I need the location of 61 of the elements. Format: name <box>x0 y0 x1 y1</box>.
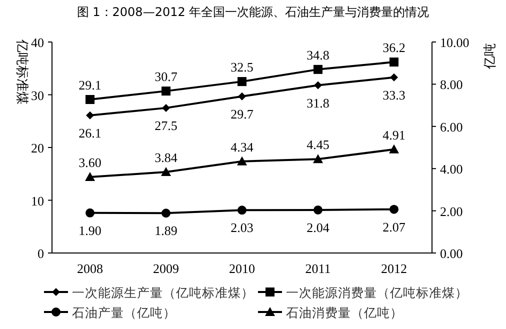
point <box>314 205 322 214</box>
chart-title: 图 1：2008—2012 年全国一次能源、石油生产量与消费量的情况 <box>76 5 430 19</box>
y-tick-label: 0 <box>38 246 44 261</box>
data-label: 34.8 <box>306 47 330 62</box>
data-label: 29.7 <box>230 106 254 122</box>
x-tick-label: 2011 <box>305 261 331 276</box>
data-label: 2.03 <box>230 220 254 236</box>
data-label: 26.1 <box>78 125 102 140</box>
data-label: 36.2 <box>382 40 406 56</box>
data-label: 3.84 <box>154 150 178 165</box>
point <box>237 156 247 166</box>
data-label: 30.7 <box>154 69 178 84</box>
point <box>390 204 398 214</box>
y-tick-label: 10 <box>31 193 44 208</box>
point <box>162 86 170 96</box>
data-label: 4.91 <box>382 127 406 142</box>
y2-tick-label: 4.00 <box>440 162 463 177</box>
point <box>161 166 171 176</box>
x-tick-label: 2009 <box>153 261 179 276</box>
y-tick-label: 20 <box>31 140 44 156</box>
point <box>238 206 246 215</box>
point <box>162 208 170 218</box>
y2-tick-label: 6.00 <box>440 119 463 134</box>
x-tick-label: 2010 <box>229 261 255 276</box>
data-label: 27.5 <box>154 118 178 133</box>
y2-tick-label: 10.00 <box>440 35 470 50</box>
x-tick-label: 2008 <box>77 261 103 276</box>
data-label: 29.1 <box>78 77 102 92</box>
point <box>86 95 94 104</box>
point <box>238 92 246 100</box>
data-label: 4.34 <box>230 139 254 154</box>
legend-label: 石油产量（亿吨） <box>72 305 176 320</box>
point <box>85 172 95 182</box>
y-axis-title: 亿吨标准煤 <box>14 38 29 104</box>
legend-label: 石油消费量（亿吨） <box>286 305 403 320</box>
data-label: 2.04 <box>306 220 330 235</box>
point <box>86 111 94 120</box>
data-label: 4.45 <box>306 137 330 152</box>
point <box>390 58 398 67</box>
y-tick-label: 30 <box>31 88 44 103</box>
point <box>238 77 246 86</box>
y2-axis-title: 亿吨 <box>483 43 498 70</box>
data-label: 33.3 <box>382 87 406 102</box>
data-label: 1.89 <box>154 223 178 238</box>
x-tick-label: 2012 <box>381 261 407 276</box>
data-label: 1.90 <box>78 222 102 238</box>
data-label: 2.07 <box>382 219 406 234</box>
point <box>390 73 398 82</box>
y2-tick-label: 0.00 <box>440 246 463 261</box>
data-label: 31.8 <box>306 95 330 110</box>
y-tick-label: 40 <box>31 35 44 50</box>
point <box>162 104 170 112</box>
point <box>86 208 94 218</box>
data-label: 32.5 <box>230 60 254 75</box>
point <box>314 81 322 90</box>
y2-tick-label: 2.00 <box>440 204 463 219</box>
point <box>313 154 323 164</box>
point <box>389 144 399 154</box>
y2-tick-label: 8.00 <box>440 77 463 92</box>
point <box>314 64 322 74</box>
data-label: 3.60 <box>78 155 102 170</box>
